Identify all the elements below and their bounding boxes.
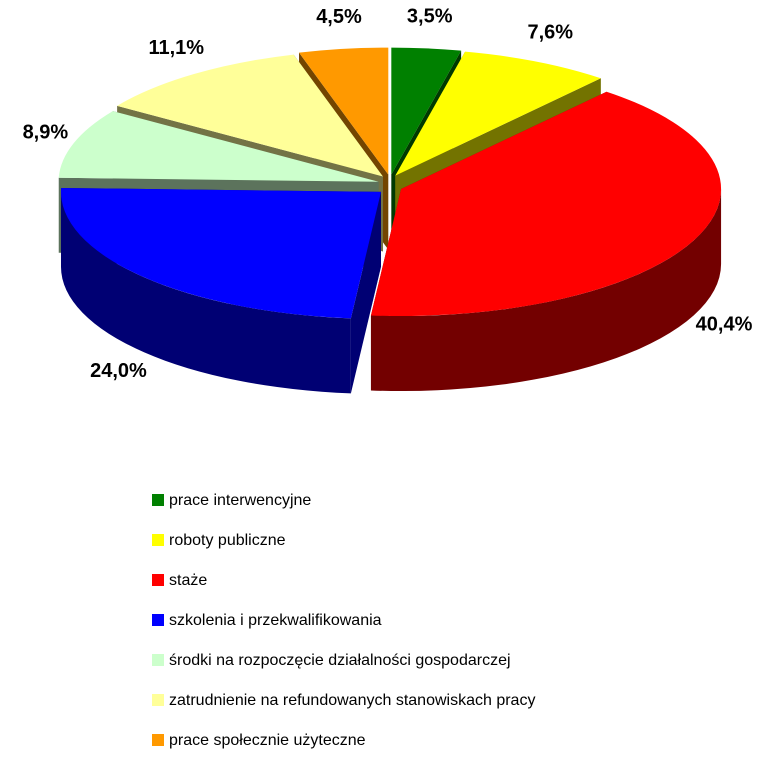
data-label: 24,0% bbox=[90, 360, 147, 382]
data-label: 8,9% bbox=[23, 122, 69, 144]
legend-label: zatrudnienie na refundowanych stanowiska… bbox=[169, 692, 535, 709]
legend-label: roboty publiczne bbox=[169, 532, 286, 549]
slice-side bbox=[370, 189, 722, 392]
slice bbox=[60, 187, 381, 319]
slice bbox=[395, 51, 601, 176]
legend-label: prace społecznie użyteczne bbox=[169, 732, 366, 749]
slice-group bbox=[370, 91, 722, 392]
data-label: 40,4% bbox=[696, 313, 753, 335]
legend-label: staże bbox=[169, 572, 207, 589]
legend-swatch bbox=[152, 494, 164, 506]
slice bbox=[299, 47, 389, 175]
data-label: 7,6% bbox=[527, 22, 573, 44]
slice bbox=[117, 54, 383, 177]
legend-swatch bbox=[152, 574, 164, 586]
slice-group bbox=[60, 187, 381, 394]
data-label: 4,5% bbox=[316, 6, 362, 28]
legend-swatch bbox=[152, 654, 164, 666]
data-label: 3,5% bbox=[407, 5, 453, 27]
slice bbox=[391, 47, 462, 175]
legend-swatch bbox=[152, 614, 164, 626]
legend-label: szkolenia i przekwalifikowania bbox=[169, 612, 382, 629]
slice-side bbox=[60, 191, 351, 394]
legend-label: środki na rozpoczęcie działalności gospo… bbox=[169, 652, 511, 669]
legend-swatch bbox=[152, 534, 164, 546]
legend-swatch bbox=[152, 734, 164, 746]
slice bbox=[370, 91, 722, 317]
legend-label: prace interwencyjne bbox=[169, 492, 311, 509]
legend-swatch bbox=[152, 694, 164, 706]
data-label: 11,1% bbox=[148, 37, 204, 59]
slice bbox=[58, 111, 379, 182]
